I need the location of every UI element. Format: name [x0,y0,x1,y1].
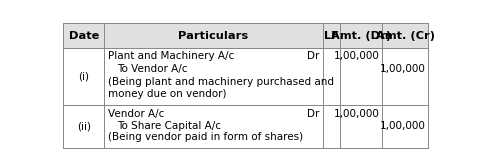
Bar [64,105,428,148]
Text: To Share Capital A/c: To Share Capital A/c [117,121,221,131]
Text: Dr: Dr [307,51,320,61]
Text: Plant and Machinery A/c: Plant and Machinery A/c [108,51,234,61]
Bar [64,48,428,105]
Text: (Being vendor paid in form of shares): (Being vendor paid in form of shares) [108,133,303,142]
Text: (ii): (ii) [77,121,91,132]
Text: 1,00,000: 1,00,000 [380,64,425,74]
Text: 1,00,000: 1,00,000 [380,121,425,131]
Text: (i): (i) [78,71,89,81]
Text: Amt. (Dr): Amt. (Dr) [331,31,391,40]
Text: Vendor A/c: Vendor A/c [108,109,164,119]
Text: 1,00,000: 1,00,000 [334,109,380,119]
Text: Date: Date [69,31,99,40]
Text: LF: LF [324,31,339,40]
Text: 1,00,000: 1,00,000 [334,51,380,61]
Text: Dr: Dr [307,109,320,119]
Bar [64,23,428,48]
Text: (Being plant and machinery purchased and: (Being plant and machinery purchased and [108,77,334,87]
Text: money due on vendor): money due on vendor) [108,89,227,99]
Text: To Vendor A/c: To Vendor A/c [117,64,188,74]
Text: Amt. (Cr): Amt. (Cr) [376,31,435,40]
Text: Particulars: Particulars [178,31,249,40]
